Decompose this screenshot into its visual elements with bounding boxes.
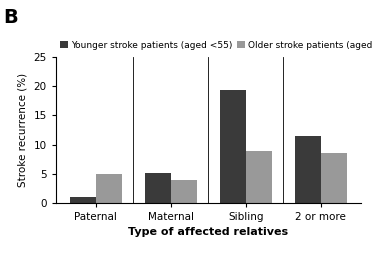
Bar — [96, 174, 122, 203]
Y-axis label: Stroke recurrence (%): Stroke recurrence (%) — [18, 73, 28, 187]
Bar — [295, 136, 321, 203]
X-axis label: Type of affected relatives: Type of affected relatives — [128, 228, 288, 237]
Bar — [145, 173, 171, 203]
Bar — [246, 151, 272, 203]
Bar — [219, 90, 246, 203]
Legend: Younger stroke patients (aged <55), Older stroke patients (aged ≥55): Younger stroke patients (aged <55), Olde… — [60, 41, 372, 50]
Bar — [171, 179, 197, 203]
Bar — [70, 197, 96, 203]
Text: B: B — [4, 8, 19, 27]
Bar — [321, 153, 347, 203]
